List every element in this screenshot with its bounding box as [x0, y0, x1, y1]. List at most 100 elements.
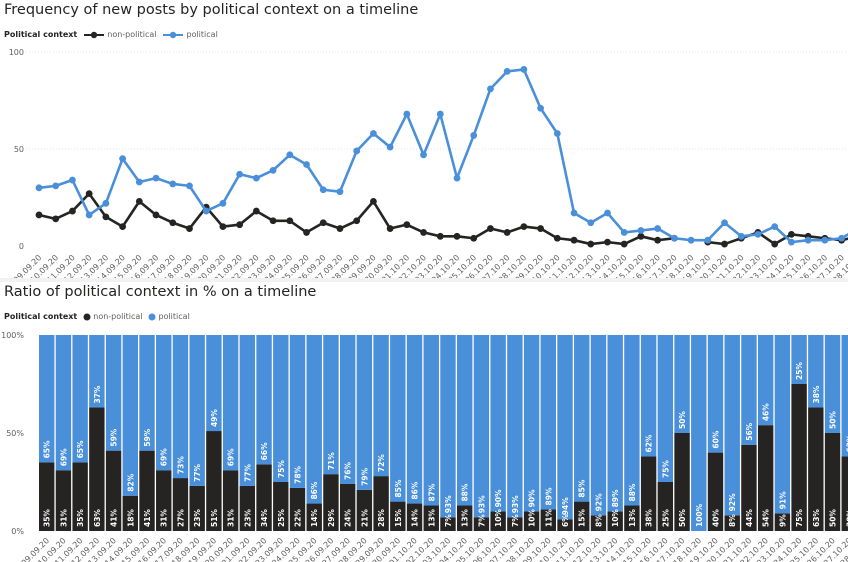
- data-point-non-political: [654, 236, 662, 244]
- data-point-political: [119, 155, 126, 163]
- bar-political: [841, 335, 848, 457]
- bar-political: [105, 335, 122, 451]
- legend-label-political: political: [186, 30, 218, 39]
- data-label-political: 59%: [143, 428, 152, 446]
- data-label-non-political: 10%: [494, 509, 503, 527]
- data-point-political: [520, 66, 528, 73]
- data-label-non-political: 75%: [795, 509, 804, 527]
- data-point-political: [453, 174, 461, 182]
- bar-chart-plot[interactable]: 0%50%100%35%65%09.09.2031%69%10.09.2035%…: [0, 282, 848, 562]
- legend-item-political[interactable]: political: [162, 30, 218, 39]
- data-label-political: 77%: [243, 463, 252, 481]
- data-label-political: 85%: [394, 479, 403, 497]
- data-point-political: [788, 238, 795, 246]
- data-label-non-political: 9%: [778, 514, 787, 527]
- bar-non-political: [457, 505, 473, 531]
- data-label-non-political: 29%: [327, 509, 336, 527]
- data-label-political: 78%: [294, 465, 303, 483]
- bar-political: [757, 335, 774, 426]
- data-label-non-political: 31%: [227, 509, 236, 527]
- data-label-non-political: 7%: [477, 514, 486, 527]
- legend-item-political[interactable]: political: [148, 312, 190, 321]
- data-label-non-political: 13%: [427, 509, 436, 527]
- bar-chart-title: Ratio of political context in % on a tim…: [4, 284, 317, 300]
- data-label-political: 66%: [260, 442, 269, 460]
- bar-non-political: [423, 505, 439, 531]
- data-label-non-political: 8%: [728, 514, 737, 527]
- legend-title: Political context: [4, 312, 78, 321]
- data-point-political: [804, 236, 812, 244]
- bar-political: [256, 335, 272, 465]
- data-point-non-political: [236, 221, 244, 229]
- bar-political: [624, 335, 640, 506]
- bar-non-political: [206, 431, 222, 531]
- data-label-political: 56%: [745, 422, 754, 440]
- data-label-non-political: 14%: [411, 509, 420, 527]
- bar-non-political: [507, 517, 523, 531]
- bar-non-political: [841, 456, 848, 531]
- bar-non-political: [323, 474, 339, 531]
- data-point-non-political: [252, 207, 260, 215]
- bar-political: [289, 335, 306, 488]
- data-point-political: [487, 85, 494, 93]
- bar-political: [691, 335, 707, 531]
- data-label-political: 38%: [812, 385, 821, 403]
- data-label-non-political: 31%: [59, 509, 68, 527]
- line-chart-plot[interactable]: 05010009.09.2010.09.2011.09.2012.09.2013…: [0, 0, 848, 282]
- data-label-non-political: 7%: [511, 514, 520, 527]
- data-point-non-political: [503, 229, 511, 236]
- bar-political: [674, 335, 690, 433]
- data-label-political: 63%: [845, 434, 848, 452]
- data-label-political: 69%: [160, 448, 169, 466]
- data-label-political: 71%: [327, 452, 336, 470]
- line-chart-panel: Frequency of new posts by political cont…: [0, 0, 848, 282]
- bar-political: [172, 335, 189, 479]
- data-point-non-political: [186, 225, 193, 232]
- bar-political: [406, 335, 423, 504]
- data-point-non-political: [487, 225, 494, 232]
- bar-non-political: [172, 478, 189, 531]
- data-point-political: [537, 104, 544, 112]
- data-label-political: 76%: [344, 462, 353, 480]
- data-point-non-political: [85, 190, 93, 198]
- data-point-political: [219, 199, 227, 207]
- data-point-non-political: [370, 197, 377, 205]
- data-point-political: [637, 227, 645, 234]
- legend-title: Political context: [4, 30, 78, 39]
- bar-political: [206, 335, 222, 432]
- data-point-political: [436, 110, 444, 118]
- data-label-political: 77%: [193, 463, 202, 481]
- data-point-non-political: [319, 219, 327, 227]
- data-point-non-political: [286, 217, 294, 225]
- legend-dot-political: [148, 313, 156, 320]
- data-point-non-political: [52, 215, 60, 223]
- bar-political: [306, 335, 322, 504]
- data-point-political: [370, 130, 377, 137]
- bar-non-political: [390, 501, 406, 531]
- data-label-political: 88%: [461, 483, 470, 501]
- data-point-non-political: [219, 223, 227, 231]
- data-point-political: [69, 176, 76, 184]
- data-point-non-political: [269, 217, 277, 225]
- data-point-non-political: [453, 232, 461, 240]
- data-label-non-political: 50%: [829, 509, 838, 527]
- data-point-non-political: [69, 207, 76, 215]
- data-label-political: 86%: [411, 481, 420, 499]
- bar-political: [55, 335, 72, 471]
- legend-item-non-political[interactable]: non-political: [83, 312, 142, 321]
- legend-item-non-political[interactable]: non-political: [83, 30, 156, 39]
- bar-political: [440, 335, 456, 518]
- bar-non-political: [473, 517, 490, 531]
- data-point-non-political: [35, 211, 43, 219]
- data-label-non-political: 8%: [594, 514, 603, 527]
- line-chart-legend: Political context non-political politica…: [4, 30, 224, 39]
- bar-non-political: [808, 407, 824, 531]
- legend-dot-non-political: [83, 313, 91, 320]
- data-point-political: [570, 209, 578, 217]
- y-tick-label: 50%: [6, 429, 24, 438]
- bar-non-political: [624, 505, 640, 531]
- bar-non-political: [607, 511, 623, 531]
- data-point-political: [420, 151, 427, 159]
- data-point-political: [403, 110, 411, 118]
- data-point-political: [470, 132, 478, 139]
